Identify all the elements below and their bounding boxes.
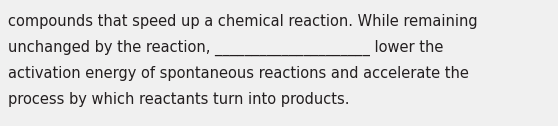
Text: process by which reactants turn into products.: process by which reactants turn into pro…	[8, 92, 349, 107]
Text: activation energy of spontaneous reactions and accelerate the: activation energy of spontaneous reactio…	[8, 66, 469, 81]
Text: compounds that speed up a chemical reaction. While remaining: compounds that speed up a chemical react…	[8, 14, 478, 29]
Text: unchanged by the reaction, _____________________ lower the: unchanged by the reaction, _____________…	[8, 40, 444, 56]
